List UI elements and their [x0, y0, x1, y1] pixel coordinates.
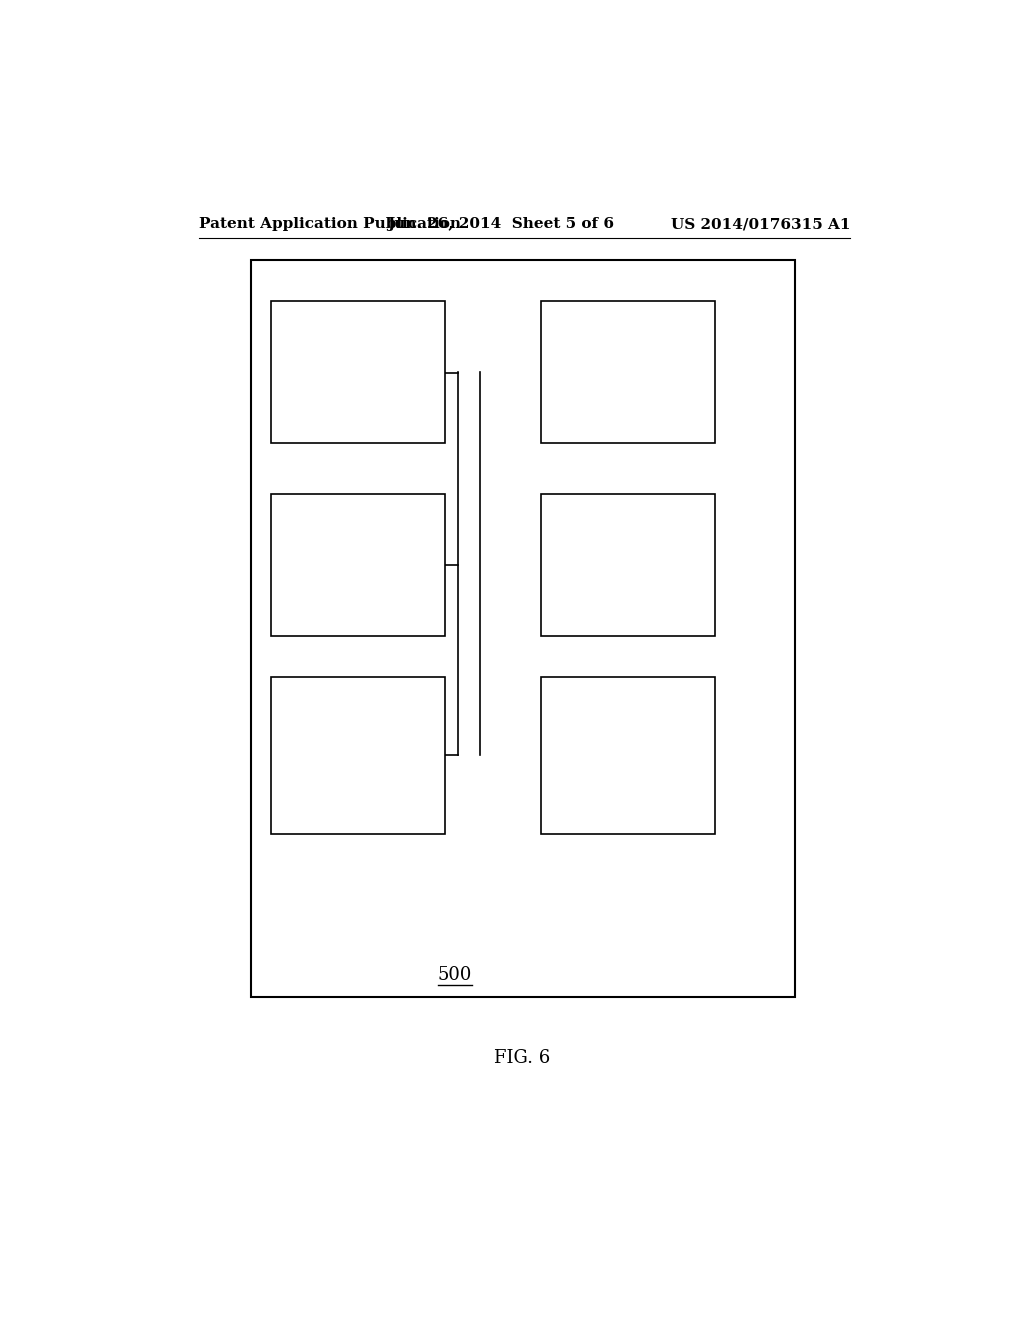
Text: 660: 660: [612, 758, 644, 775]
Bar: [270, 301, 445, 444]
Text: Transmitter: Transmitter: [578, 352, 678, 370]
Bar: [270, 677, 445, 834]
Text: Display: Display: [597, 735, 659, 752]
Text: US 2014/0176315 A1: US 2014/0176315 A1: [671, 218, 850, 231]
Text: 500: 500: [438, 965, 472, 983]
Text: Interface: Interface: [319, 747, 396, 764]
Text: FIG. 6: FIG. 6: [495, 1049, 551, 1067]
Bar: [541, 494, 715, 636]
Text: 630: 630: [342, 568, 374, 585]
Text: Antenna: Antenna: [323, 352, 393, 370]
Text: Jun. 26, 2014  Sheet 5 of 6: Jun. 26, 2014 Sheet 5 of 6: [387, 218, 614, 231]
Bar: [251, 260, 795, 997]
Bar: [270, 494, 445, 636]
Text: 640: 640: [612, 579, 644, 595]
Bar: [541, 677, 715, 834]
Text: First: First: [608, 535, 648, 550]
Text: Interface: Interface: [590, 557, 667, 573]
Text: Processor: Processor: [316, 545, 400, 562]
Bar: [541, 301, 715, 444]
Text: 610: 610: [342, 375, 374, 392]
Text: 620: 620: [612, 375, 644, 392]
Text: Second: Second: [327, 725, 389, 742]
Text: 650: 650: [342, 770, 374, 787]
Text: Patent Application Publication: Patent Application Publication: [200, 218, 462, 231]
